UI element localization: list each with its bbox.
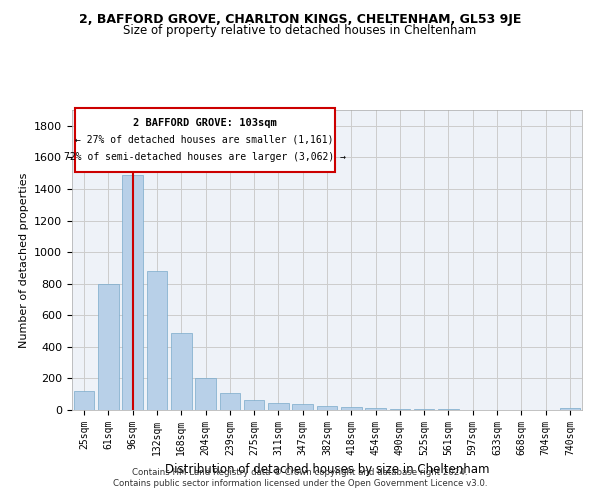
X-axis label: Distribution of detached houses by size in Cheltenham: Distribution of detached houses by size … xyxy=(165,464,489,476)
Text: 2 BAFFORD GROVE: 103sqm: 2 BAFFORD GROVE: 103sqm xyxy=(133,118,277,128)
Text: Size of property relative to detached houses in Cheltenham: Size of property relative to detached ho… xyxy=(124,24,476,37)
Text: Contains HM Land Registry data © Crown copyright and database right 2024.: Contains HM Land Registry data © Crown c… xyxy=(132,468,468,477)
Bar xyxy=(292,404,313,410)
Text: 2, BAFFORD GROVE, CHARLTON KINGS, CHELTENHAM, GL53 9JE: 2, BAFFORD GROVE, CHARLTON KINGS, CHELTE… xyxy=(79,12,521,26)
Bar xyxy=(341,406,362,410)
Bar xyxy=(560,408,580,410)
Text: Contains public sector information licensed under the Open Government Licence v3: Contains public sector information licen… xyxy=(113,479,487,488)
Bar xyxy=(268,403,289,410)
Bar xyxy=(414,409,434,410)
Bar xyxy=(122,174,143,410)
Bar xyxy=(365,408,386,410)
Text: ← 27% of detached houses are smaller (1,161): ← 27% of detached houses are smaller (1,… xyxy=(76,135,334,145)
Bar xyxy=(98,284,119,410)
Bar xyxy=(171,332,191,410)
Bar xyxy=(389,408,410,410)
Text: 72% of semi-detached houses are larger (3,062) →: 72% of semi-detached houses are larger (… xyxy=(64,152,346,162)
Bar xyxy=(317,406,337,410)
Bar xyxy=(195,378,216,410)
FancyBboxPatch shape xyxy=(74,108,335,172)
Bar xyxy=(146,271,167,410)
Y-axis label: Number of detached properties: Number of detached properties xyxy=(19,172,29,348)
Bar xyxy=(244,400,265,410)
Bar xyxy=(74,391,94,410)
Bar xyxy=(220,394,240,410)
